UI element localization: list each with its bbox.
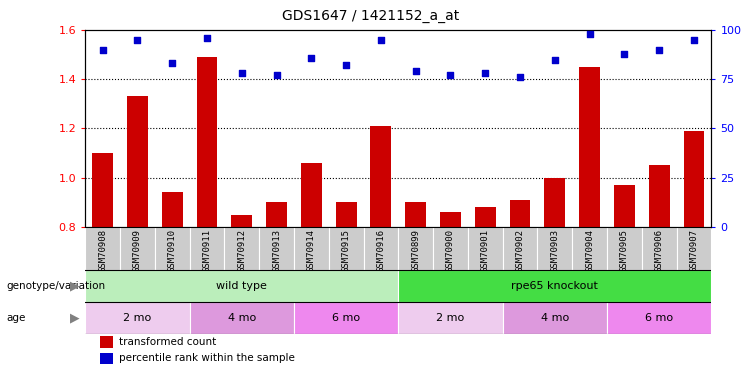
Bar [301, 163, 322, 375]
Bar [614, 185, 635, 375]
Text: GSM70904: GSM70904 [585, 229, 594, 272]
Bar [399, 270, 711, 302]
Bar [120, 227, 155, 270]
Bar [475, 207, 496, 375]
Bar [399, 227, 433, 270]
Bar [433, 227, 468, 270]
Point [270, 72, 282, 78]
Bar [572, 227, 607, 270]
Point [688, 37, 700, 43]
Bar [502, 302, 607, 334]
Point [619, 51, 631, 57]
Bar [579, 67, 600, 375]
Bar [537, 227, 572, 270]
Point [479, 70, 491, 76]
Text: GDS1647 / 1421152_a_at: GDS1647 / 1421152_a_at [282, 9, 459, 23]
Point [131, 37, 143, 43]
Bar [155, 227, 190, 270]
Bar [545, 178, 565, 375]
Bar [440, 212, 461, 375]
Text: GSM70901: GSM70901 [481, 229, 490, 272]
Bar [266, 202, 287, 375]
Bar [196, 57, 217, 375]
Text: GSM70899: GSM70899 [411, 229, 420, 272]
Text: GSM70915: GSM70915 [342, 229, 350, 272]
Bar [85, 302, 190, 334]
Point [445, 72, 456, 78]
Bar [231, 214, 252, 375]
Bar [370, 126, 391, 375]
Bar [294, 302, 398, 334]
Text: age: age [6, 313, 25, 323]
Text: 2 mo: 2 mo [123, 313, 151, 323]
Text: 4 mo: 4 mo [227, 313, 256, 323]
Bar [329, 227, 364, 270]
Point [166, 60, 178, 66]
Bar [502, 227, 537, 270]
Text: GSM70911: GSM70911 [202, 229, 211, 272]
Bar [607, 302, 711, 334]
Text: 4 mo: 4 mo [541, 313, 569, 323]
Text: 2 mo: 2 mo [436, 313, 465, 323]
Point [375, 37, 387, 43]
Bar [468, 227, 502, 270]
Text: GSM70900: GSM70900 [446, 229, 455, 272]
Bar [190, 227, 225, 270]
Bar [607, 227, 642, 270]
Point [410, 68, 422, 74]
Text: GSM70912: GSM70912 [237, 229, 246, 272]
Text: GSM70906: GSM70906 [655, 229, 664, 272]
Bar [294, 227, 329, 270]
Point [236, 70, 247, 76]
Bar [510, 200, 531, 375]
Bar [364, 227, 398, 270]
Text: GSM70910: GSM70910 [167, 229, 176, 272]
Text: genotype/variation: genotype/variation [6, 281, 105, 291]
Bar [405, 202, 426, 375]
Bar [649, 165, 670, 375]
Bar [336, 202, 356, 375]
Point [654, 47, 665, 53]
Text: 6 mo: 6 mo [645, 313, 674, 323]
Text: rpe65 knockout: rpe65 knockout [511, 281, 598, 291]
Point [584, 31, 596, 37]
Text: GSM70907: GSM70907 [689, 229, 699, 272]
Bar [162, 192, 182, 375]
Text: ▶: ▶ [70, 280, 80, 292]
Text: percentile rank within the sample: percentile rank within the sample [119, 353, 295, 363]
Bar [642, 227, 677, 270]
Bar [683, 131, 705, 375]
Bar [92, 153, 113, 375]
Bar [85, 227, 120, 270]
Text: 6 mo: 6 mo [332, 313, 360, 323]
Text: GSM70914: GSM70914 [307, 229, 316, 272]
Bar [225, 227, 259, 270]
Text: transformed count: transformed count [119, 337, 216, 347]
Point [340, 62, 352, 68]
Text: ▶: ▶ [70, 312, 80, 324]
Bar [677, 227, 711, 270]
Bar [399, 302, 502, 334]
Point [305, 55, 317, 61]
Bar [127, 96, 147, 375]
Text: GSM70905: GSM70905 [620, 229, 629, 272]
Point [201, 35, 213, 41]
Text: GSM70913: GSM70913 [272, 229, 281, 272]
Text: GSM70908: GSM70908 [98, 229, 107, 272]
Text: wild type: wild type [216, 281, 268, 291]
Point [96, 47, 108, 53]
Text: GSM70916: GSM70916 [376, 229, 385, 272]
Text: GSM70902: GSM70902 [516, 229, 525, 272]
Bar [190, 302, 294, 334]
Point [549, 57, 561, 63]
Point [514, 74, 526, 80]
Bar [259, 227, 294, 270]
Text: GSM70903: GSM70903 [551, 229, 559, 272]
Text: GSM70909: GSM70909 [133, 229, 142, 272]
Bar [85, 270, 399, 302]
